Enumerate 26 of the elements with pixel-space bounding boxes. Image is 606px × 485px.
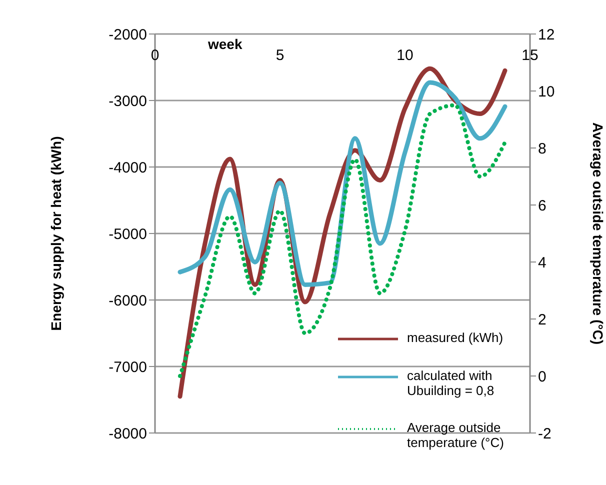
y-tick-label: -3000 — [108, 92, 147, 110]
y2-tick-label: 8 — [538, 140, 546, 158]
x-tick-label: 10 — [396, 47, 414, 64]
y-axis-title: Energy supply for heat (kWh) — [48, 136, 64, 331]
y2-tick-label: -2 — [538, 425, 552, 442]
y2-tick-label: 2 — [538, 311, 546, 328]
y-tick-label: -5000 — [108, 226, 147, 243]
y2-tick-label: 12 — [538, 26, 555, 44]
y-tick-label: -8000 — [108, 425, 147, 442]
y2-tick-label: 10 — [538, 83, 555, 100]
y2-tick-label: 0 — [538, 368, 546, 386]
x-axis-title: week — [208, 36, 242, 52]
legend-label: calculated with Ubuilding = 0,8 — [407, 368, 496, 398]
y2-axis-title: Average outside temperature (°C) — [590, 122, 606, 345]
y-tick-label: -7000 — [108, 358, 147, 376]
x-tick-label: 0 — [150, 47, 160, 64]
y-tick-label: -4000 — [108, 159, 147, 176]
x-tick-label: 5 — [276, 47, 284, 64]
y-tick-label: -6000 — [108, 292, 147, 310]
y2-tick-label: 6 — [538, 197, 546, 214]
y2-tick-label: 4 — [538, 254, 546, 272]
y-tick-label: -2000 — [108, 26, 147, 44]
legend-label: measured (kWh) — [407, 330, 504, 345]
x-tick-label: 15 — [522, 47, 538, 64]
line-series — [178, 80, 508, 287]
legend-label: Average outside temperature (°C) — [407, 420, 505, 450]
